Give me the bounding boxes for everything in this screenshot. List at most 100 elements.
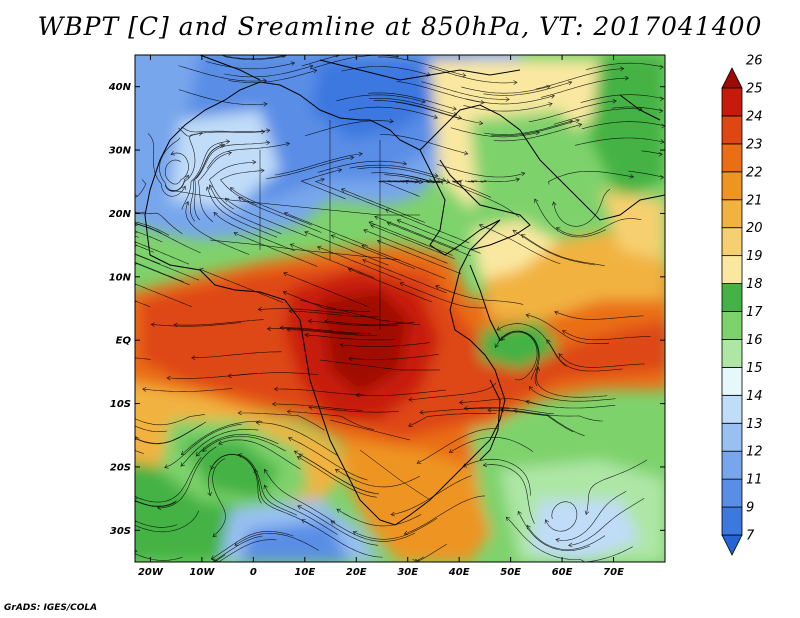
streamline-arrow: [452, 106, 457, 111]
colorbar-label: 16: [746, 333, 763, 348]
streamline: [233, 232, 318, 267]
streamline-arrow: [224, 197, 230, 203]
streamline-arrow: [362, 258, 367, 263]
streamline-arrow: [297, 505, 302, 510]
streamline-arrow: [374, 215, 379, 220]
streamline: [546, 339, 623, 372]
streamline-arrow: [227, 151, 232, 156]
colorbar-label: 9: [746, 501, 754, 516]
streamline-arrow: [207, 491, 212, 497]
colorbar-label: 19: [746, 249, 763, 264]
streamline-arrow: [555, 537, 560, 543]
streamline: [362, 259, 447, 294]
streamline-arrow: [339, 342, 344, 348]
streamline: [528, 100, 617, 123]
streamline-arrow: [660, 175, 665, 180]
streamline: [340, 342, 430, 347]
streamline: [228, 69, 317, 83]
streamline: [554, 311, 644, 320]
streamline: [289, 310, 379, 318]
streamline: [135, 236, 139, 238]
streamline: [308, 320, 399, 327]
colorbar-label: 12: [746, 445, 763, 460]
streamline: [136, 500, 177, 507]
streamline: [164, 152, 189, 185]
streamline: [418, 543, 447, 562]
streamline: [178, 65, 267, 82]
streamline-arrow: [135, 221, 137, 223]
streamline-arrow: [554, 310, 559, 315]
grads-credit: GrADS: IGES/COLA: [4, 603, 98, 613]
streamline: [135, 357, 151, 360]
streamline: [641, 150, 663, 155]
streamline-arrow: [135, 425, 136, 427]
streamline: [288, 437, 368, 481]
streamline: [223, 55, 287, 60]
streamline: [137, 179, 147, 197]
lon-tick-label: 10E: [294, 567, 315, 578]
streamline: [191, 351, 282, 359]
streamline-arrow: [546, 339, 551, 344]
streamline-arrow: [396, 219, 402, 224]
streamline-arrow: [309, 64, 314, 69]
streamline-arrow: [135, 262, 138, 266]
streamline-arrow: [135, 300, 137, 303]
streamline-arrow: [170, 151, 176, 156]
streamline-arrow: [233, 231, 239, 237]
streamline: [553, 108, 643, 125]
streamline: [178, 127, 265, 137]
colorbar-swatch: [721, 506, 743, 536]
streamline: [213, 212, 295, 252]
streamline: [525, 314, 609, 344]
streamline-arrow: [210, 555, 216, 560]
streamline: [266, 156, 354, 179]
colorbar-label: 14: [746, 389, 763, 404]
streamline: [206, 143, 290, 169]
colorbar-swatch: [721, 394, 743, 424]
streamline: [443, 180, 520, 218]
streamline: [264, 469, 336, 523]
streamline: [529, 386, 616, 402]
lat-tick-label: 30S: [110, 526, 131, 537]
colorbar-label: 21: [746, 193, 763, 208]
streamline: [267, 328, 358, 335]
streamline-arrow: [363, 228, 368, 234]
streamline: [299, 453, 380, 495]
streamline-arrow: [421, 98, 426, 104]
streamline-arrow: [135, 222, 138, 226]
streamline: [137, 231, 163, 243]
streamline: [517, 511, 591, 551]
streamline-arrow: [482, 462, 488, 468]
streamline: [274, 388, 365, 396]
streamline: [195, 142, 270, 179]
streamline-arrow: [478, 223, 484, 229]
streamline: [548, 171, 634, 185]
streamline-arrow: [349, 155, 355, 161]
streamline: [189, 144, 223, 222]
streamline: [526, 525, 606, 550]
axis-ticks: 20W 10W 0 10E 20E 30E 40E 50E 60E 70E 40N 30N 20N 10N…: [108, 55, 665, 578]
colorbar-swatch: [721, 87, 743, 117]
streamline-arrow: [266, 326, 272, 332]
streamline: [136, 263, 190, 286]
streamline-arrow: [561, 330, 567, 335]
streamline: [136, 437, 140, 439]
streamline: [324, 320, 415, 325]
streamline-arrow: [416, 459, 422, 464]
streamline: [238, 454, 298, 516]
streamline: [612, 106, 663, 112]
streamline-arrow: [191, 355, 196, 361]
streamline-arrow: [478, 120, 484, 126]
streamline: [404, 495, 486, 535]
streamline-arrow: [135, 437, 138, 441]
streamline-arrow: [289, 243, 295, 248]
streamline-arrow: [525, 399, 530, 405]
streamline: [283, 272, 368, 307]
streamline: [136, 262, 184, 283]
streamline-arrow: [520, 234, 526, 239]
streamline: [341, 188, 426, 223]
lat-tick-label: 30N: [109, 146, 132, 157]
streamline: [202, 435, 286, 452]
streamline: [280, 327, 370, 334]
streamline-arrow: [528, 386, 534, 391]
